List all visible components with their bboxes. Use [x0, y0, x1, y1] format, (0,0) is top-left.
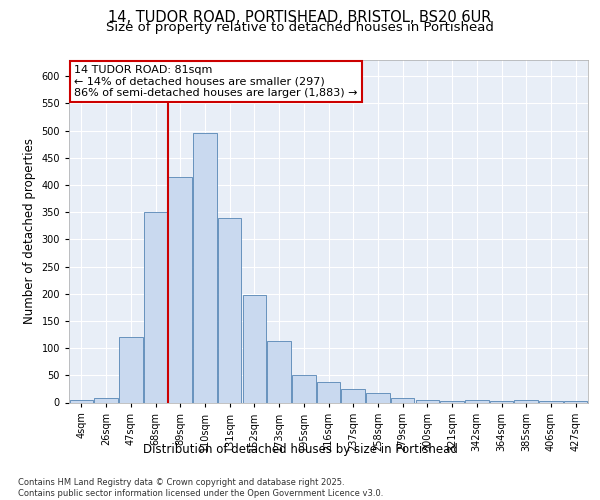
Text: Size of property relative to detached houses in Portishead: Size of property relative to detached ho… [106, 21, 494, 34]
Bar [416, 400, 439, 402]
Bar [242, 296, 266, 403]
Bar [70, 400, 93, 402]
Bar [119, 338, 143, 402]
Y-axis label: Number of detached properties: Number of detached properties [23, 138, 36, 324]
Bar [341, 389, 365, 402]
Bar [268, 341, 291, 402]
Bar [94, 398, 118, 402]
Bar [292, 376, 316, 402]
Bar [366, 392, 389, 402]
Bar [514, 400, 538, 402]
Bar [169, 177, 192, 402]
Text: 14, TUDOR ROAD, PORTISHEAD, BRISTOL, BS20 6UR: 14, TUDOR ROAD, PORTISHEAD, BRISTOL, BS2… [109, 10, 491, 25]
Bar [218, 218, 241, 402]
Bar [193, 134, 217, 402]
Text: Distribution of detached houses by size in Portishead: Distribution of detached houses by size … [143, 442, 457, 456]
Text: 14 TUDOR ROAD: 81sqm
← 14% of detached houses are smaller (297)
86% of semi-deta: 14 TUDOR ROAD: 81sqm ← 14% of detached h… [74, 65, 358, 98]
Bar [391, 398, 415, 402]
Text: Contains HM Land Registry data © Crown copyright and database right 2025.
Contai: Contains HM Land Registry data © Crown c… [18, 478, 383, 498]
Bar [465, 400, 488, 402]
Bar [317, 382, 340, 402]
Bar [144, 212, 167, 402]
